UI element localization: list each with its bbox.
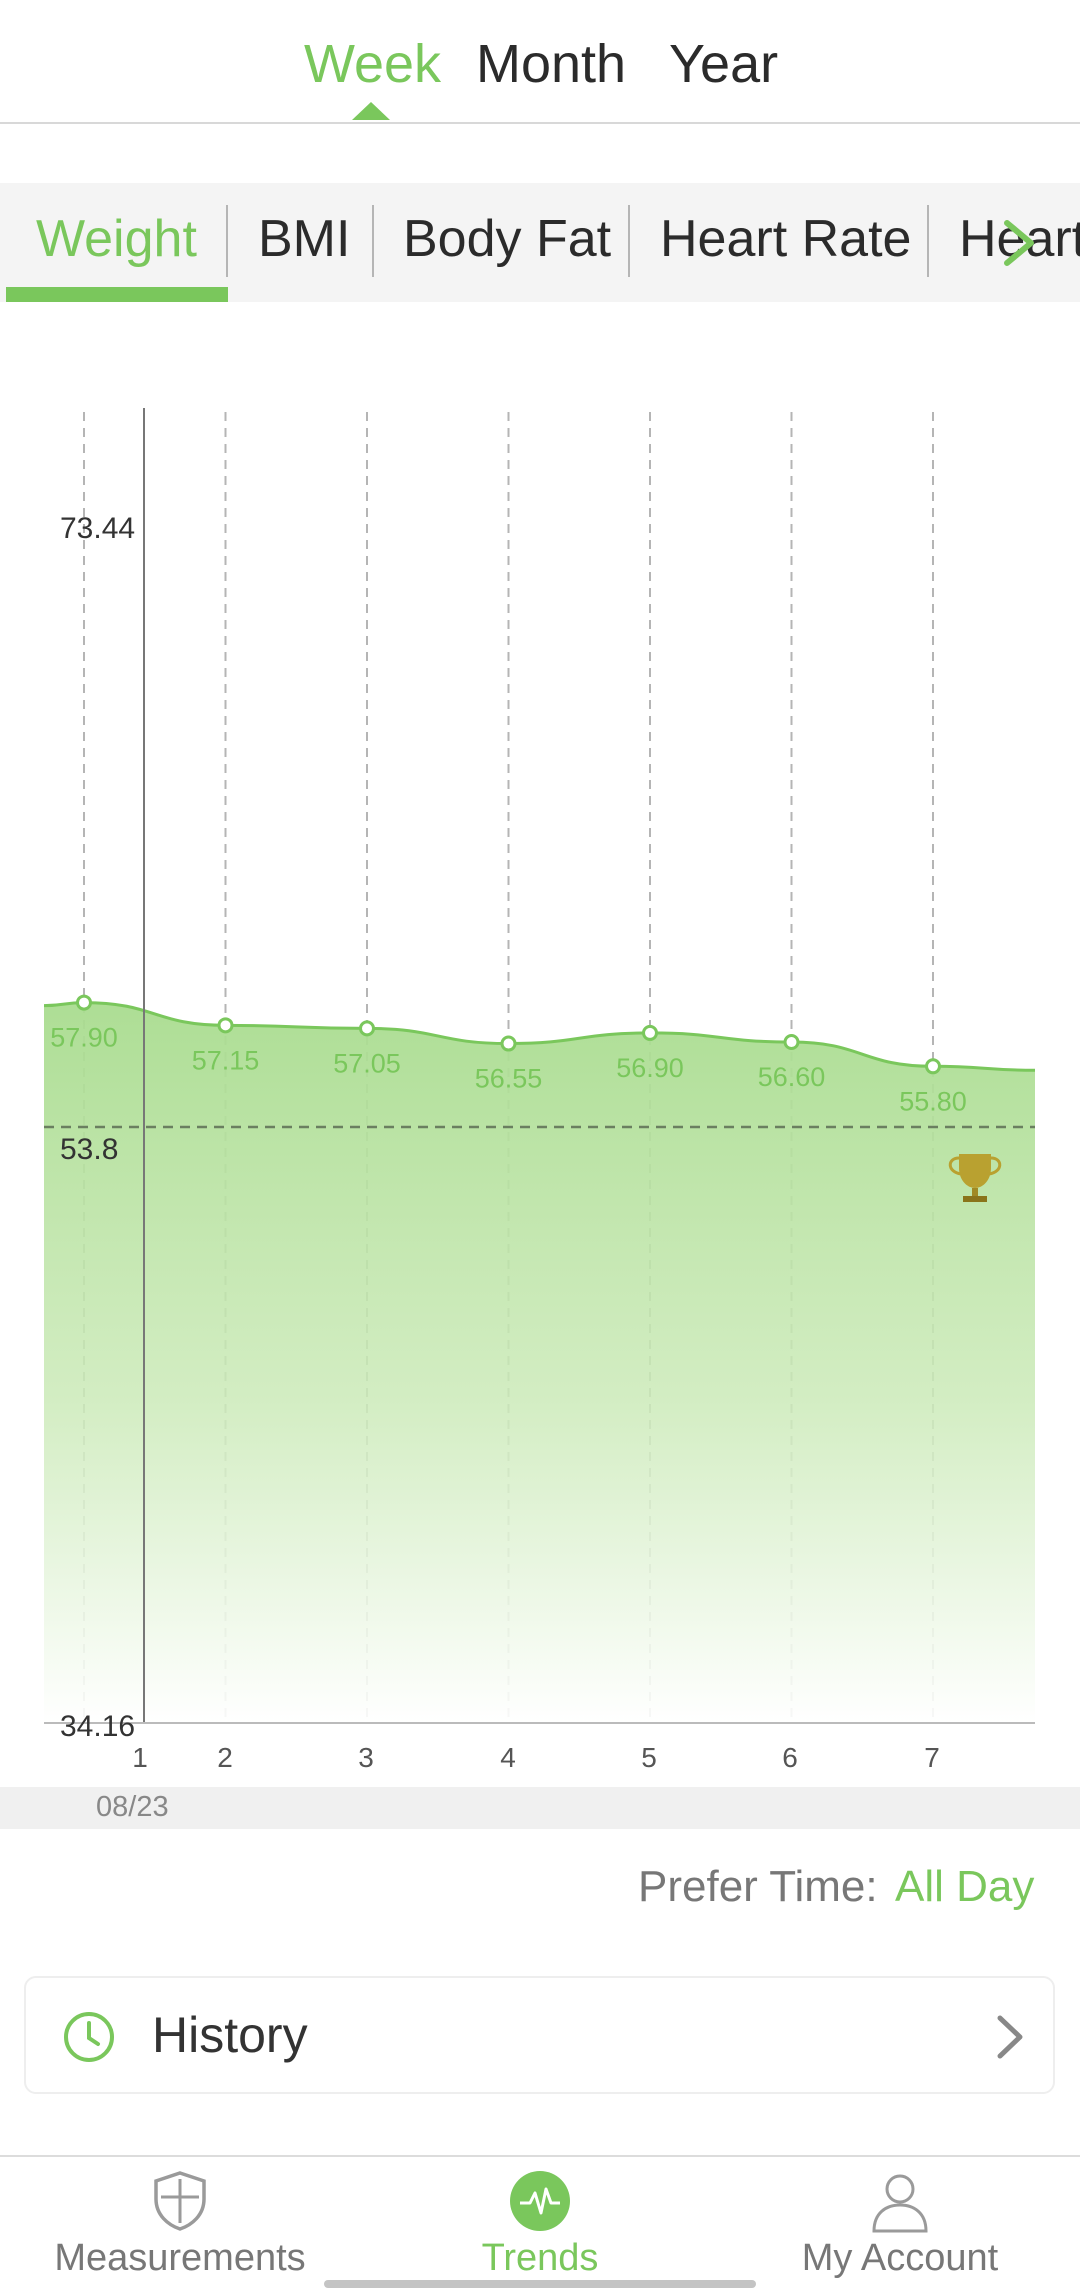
metric-separator: [372, 205, 374, 277]
x-tick-label: 3: [358, 1742, 374, 1773]
metric-tab-body-fat[interactable]: Body Fat: [403, 210, 612, 268]
home-indicator[interactable]: [324, 2280, 756, 2288]
history-label: History: [152, 2007, 308, 2063]
date-bar: [0, 1787, 1080, 1829]
metric-separator: [628, 205, 630, 277]
x-tick-label: 5: [641, 1742, 657, 1773]
x-tick-label: 7: [924, 1742, 940, 1773]
tab-month[interactable]: Month: [476, 34, 627, 94]
nav-my-account[interactable]: My Account: [720, 2157, 1080, 2294]
x-tick-label: 1: [132, 1742, 148, 1773]
prefer-time-label: Prefer Time:: [638, 1862, 878, 1911]
data-value-label: 57.90: [50, 1023, 118, 1053]
y-label-min: 34.16: [60, 1710, 136, 1743]
trophy-icon: [948, 1154, 1002, 1202]
pulse-icon: [510, 2171, 570, 2231]
data-point[interactable]: [500, 1035, 517, 1052]
bottom-nav: Measurements Trends My Account: [0, 2155, 1080, 2292]
shield-icon: [154, 2171, 206, 2231]
data-value-label: 56.55: [475, 1064, 543, 1094]
clock-icon: [64, 2012, 114, 2062]
y-label-max: 73.44: [60, 512, 136, 545]
nav-measurements[interactable]: Measurements: [0, 2157, 360, 2294]
weight-area: [44, 1002, 1035, 1723]
prefer-time-value[interactable]: All Day: [895, 1862, 1035, 1911]
metric-tab-heart-rate[interactable]: Heart Rate: [660, 210, 912, 268]
metric-separator: [927, 205, 929, 277]
metric-separator: [226, 205, 228, 277]
data-value-label: 55.80: [899, 1086, 967, 1116]
data-point[interactable]: [925, 1058, 941, 1075]
x-tick-label: 6: [782, 1742, 798, 1773]
data-value-label: 57.15: [192, 1045, 260, 1075]
data-value-label: 57.05: [333, 1048, 401, 1078]
metric-tab-weight[interactable]: Weight: [36, 210, 197, 268]
chart-canvas: 57.90 57.15 57.05 56.55 56.90 56.60 55.80: [43, 408, 1036, 1724]
active-metric-underline: [6, 287, 228, 302]
data-point[interactable]: [783, 1034, 800, 1051]
data-point[interactable]: [217, 1017, 234, 1034]
weight-chart: 57.90 57.15 57.05 56.55 56.90 56.60 55.80 73.4…: [0, 390, 1080, 1790]
chevron-right-icon: [997, 2015, 1023, 2059]
data-point[interactable]: [642, 1024, 658, 1041]
y-label-goal: 53.8: [60, 1133, 119, 1166]
date-label: 08/23: [96, 1791, 169, 1823]
chevron-right-icon[interactable]: [993, 213, 1053, 273]
active-tab-caret: [352, 102, 390, 120]
metric-tab-bmi[interactable]: BMI: [258, 210, 351, 268]
nav-label-my-account: My Account: [801, 2237, 999, 2279]
metric-tab-heart[interactable]: Heart: [959, 210, 1080, 268]
tab-week[interactable]: Week: [304, 34, 442, 94]
x-tick-label: 4: [500, 1742, 516, 1773]
tab-year[interactable]: Year: [669, 34, 779, 94]
nav-label-trends: Trends: [481, 2237, 599, 2279]
nav-trends[interactable]: Trends: [360, 2157, 720, 2294]
data-value-label: 56.90: [616, 1053, 684, 1083]
data-point[interactable]: [359, 1020, 375, 1037]
data-point[interactable]: [76, 994, 92, 1011]
person-icon: [872, 2174, 928, 2233]
metric-tabs: Weight BMI Body Fat Heart Rate Heart: [0, 183, 1080, 302]
history-row[interactable]: History: [24, 1976, 1055, 2094]
nav-label-measurements: Measurements: [54, 2237, 306, 2279]
data-value-label: 56.60: [758, 1062, 826, 1092]
period-tabs: Week Month Year: [0, 0, 1080, 124]
x-tick-label: 2: [217, 1742, 233, 1773]
